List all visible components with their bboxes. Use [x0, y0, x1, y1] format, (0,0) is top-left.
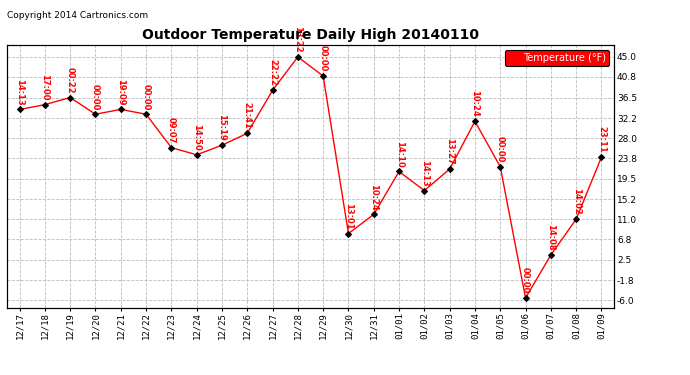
Point: [14, 106, 25, 112]
Text: 14:10: 14:10: [395, 141, 404, 167]
Point: [495, 164, 506, 170]
Text: 00:00: 00:00: [141, 84, 150, 110]
Point: [115, 106, 126, 112]
Text: 10:24: 10:24: [369, 183, 378, 210]
Point: [343, 231, 354, 237]
Text: 00:00: 00:00: [319, 45, 328, 72]
Text: 13:22: 13:22: [293, 26, 302, 53]
Point: [241, 130, 253, 136]
Text: 21:41: 21:41: [243, 102, 252, 129]
Text: 14:13: 14:13: [15, 78, 24, 105]
Legend: Temperature (°F): Temperature (°F): [505, 50, 609, 66]
Point: [90, 111, 101, 117]
Point: [419, 188, 430, 194]
Point: [571, 216, 582, 222]
Text: 14:13: 14:13: [420, 160, 429, 186]
Point: [166, 145, 177, 151]
Text: 14:08: 14:08: [546, 224, 555, 251]
Point: [39, 102, 50, 108]
Text: 19:09: 19:09: [116, 79, 126, 105]
Point: [267, 87, 278, 93]
Text: 13:01: 13:01: [344, 203, 353, 229]
Point: [469, 118, 480, 124]
Point: [141, 111, 152, 117]
Text: 00:00: 00:00: [91, 84, 100, 110]
Point: [368, 211, 380, 217]
Text: 00:22: 00:22: [66, 67, 75, 93]
Title: Outdoor Temperature Daily High 20140110: Outdoor Temperature Daily High 20140110: [142, 28, 479, 42]
Point: [393, 168, 404, 174]
Point: [293, 54, 304, 60]
Point: [545, 252, 556, 258]
Text: 14:50: 14:50: [192, 124, 201, 151]
Text: 17:00: 17:00: [40, 74, 50, 100]
Text: 14:02: 14:02: [571, 188, 581, 215]
Text: 09:07: 09:07: [167, 117, 176, 144]
Point: [444, 166, 455, 172]
Text: 10:24: 10:24: [471, 90, 480, 117]
Text: 13:27: 13:27: [445, 138, 454, 165]
Point: [191, 152, 202, 158]
Point: [317, 73, 328, 79]
Point: [596, 154, 607, 160]
Point: [520, 295, 531, 301]
Text: 23:11: 23:11: [597, 126, 606, 153]
Text: 00:00: 00:00: [495, 136, 505, 162]
Point: [65, 94, 76, 100]
Text: Copyright 2014 Cartronics.com: Copyright 2014 Cartronics.com: [7, 11, 148, 20]
Text: 00:00: 00:00: [521, 267, 530, 294]
Point: [217, 142, 228, 148]
Text: 15:19: 15:19: [217, 114, 226, 141]
Text: 22:22: 22:22: [268, 59, 277, 86]
